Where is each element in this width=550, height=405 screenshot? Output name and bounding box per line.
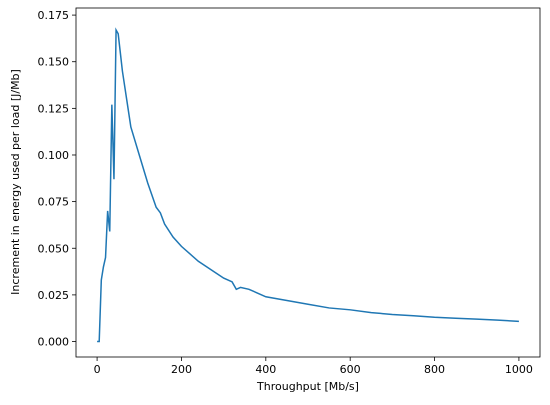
y-tick-label: 0.100 [38, 149, 70, 162]
y-tick-label: 0.075 [38, 196, 70, 209]
x-tick-label: 200 [171, 363, 192, 376]
y-tick-label: 0.175 [38, 9, 70, 22]
x-tick-label: 0 [94, 363, 101, 376]
x-axis-label: Throughput [Mb/s] [256, 380, 359, 393]
y-tick-label: 0.000 [38, 336, 70, 349]
data-line [97, 27, 519, 343]
y-tick-label: 0.125 [38, 102, 70, 115]
y-tick-label: 0.025 [38, 289, 70, 302]
x-tick-label: 800 [424, 363, 445, 376]
plot-frame [75, 7, 541, 358]
y-tick-label: 0.050 [38, 242, 70, 255]
y-tick-label: 0.150 [38, 56, 70, 69]
y-axis-label: Increment in energy used per load [J/Mb] [9, 69, 22, 295]
x-tick-label: 400 [255, 363, 276, 376]
x-tick-label: 600 [340, 363, 361, 376]
x-tick-label: 1000 [505, 363, 533, 376]
